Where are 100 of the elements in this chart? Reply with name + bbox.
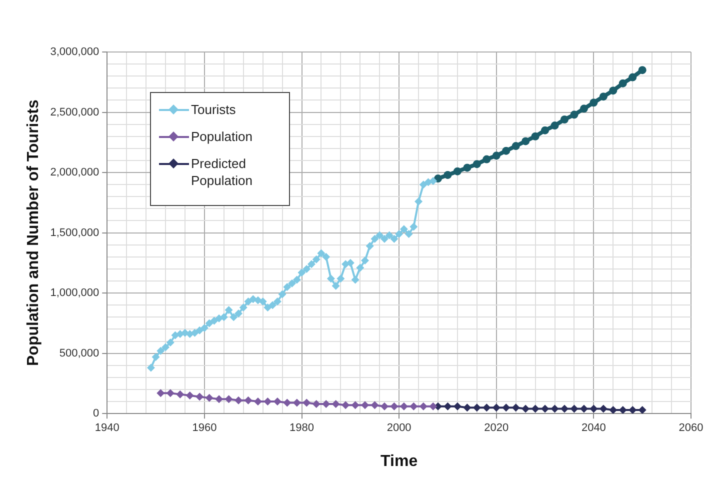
point bbox=[224, 395, 233, 404]
y-tick-label: 1,000,000 bbox=[50, 287, 100, 300]
point bbox=[512, 404, 520, 412]
point bbox=[570, 404, 578, 413]
point bbox=[638, 406, 646, 414]
point bbox=[332, 400, 340, 408]
legend-label: Population bbox=[191, 128, 252, 145]
point bbox=[512, 142, 520, 150]
point bbox=[531, 132, 540, 140]
point bbox=[302, 264, 311, 273]
point bbox=[541, 404, 550, 413]
y-tick-label: 3,000,000 bbox=[50, 46, 100, 58]
point bbox=[234, 310, 243, 318]
point bbox=[404, 230, 413, 238]
point bbox=[264, 398, 272, 406]
point bbox=[390, 402, 398, 410]
point bbox=[361, 401, 370, 410]
point bbox=[385, 231, 394, 240]
point bbox=[166, 338, 174, 346]
point bbox=[224, 306, 233, 314]
point bbox=[336, 274, 345, 283]
point bbox=[463, 404, 472, 412]
point bbox=[580, 104, 588, 113]
point bbox=[156, 389, 165, 398]
point bbox=[162, 343, 170, 352]
point bbox=[152, 352, 160, 361]
point bbox=[590, 98, 598, 107]
point bbox=[210, 316, 218, 325]
point bbox=[351, 401, 360, 410]
point bbox=[292, 276, 301, 284]
point bbox=[376, 231, 384, 240]
point bbox=[370, 401, 379, 410]
point bbox=[502, 146, 510, 155]
point bbox=[560, 404, 568, 413]
point bbox=[541, 126, 550, 134]
point bbox=[492, 404, 500, 412]
y-tick-label: 2,000,000 bbox=[50, 166, 100, 179]
point bbox=[239, 304, 248, 312]
point bbox=[380, 234, 388, 243]
x-axis-title: Time bbox=[380, 452, 418, 470]
x-tick-label: 1960 bbox=[192, 422, 217, 434]
point bbox=[618, 406, 627, 414]
point bbox=[444, 170, 452, 179]
point bbox=[395, 230, 404, 238]
y-tick-label: 1,500,000 bbox=[50, 226, 100, 239]
point bbox=[146, 364, 155, 372]
point bbox=[268, 301, 277, 310]
point bbox=[244, 298, 252, 306]
legend-label: Predicted Population bbox=[191, 155, 254, 189]
point bbox=[628, 73, 637, 82]
point bbox=[278, 290, 286, 298]
point bbox=[332, 282, 340, 290]
point bbox=[205, 319, 214, 328]
point bbox=[302, 398, 311, 407]
x-tick-label: 2000 bbox=[386, 422, 412, 434]
point bbox=[400, 225, 408, 234]
point bbox=[346, 258, 354, 267]
point bbox=[472, 160, 481, 168]
point bbox=[288, 279, 296, 288]
x-tick-label: 1940 bbox=[94, 422, 120, 434]
point bbox=[400, 402, 408, 410]
point bbox=[361, 256, 370, 265]
point bbox=[638, 66, 646, 74]
point bbox=[196, 326, 204, 334]
point bbox=[244, 396, 252, 404]
point bbox=[609, 406, 618, 414]
point bbox=[254, 398, 262, 406]
point bbox=[322, 252, 330, 261]
point bbox=[307, 260, 316, 268]
x-tick-label: 2020 bbox=[484, 422, 509, 434]
point bbox=[292, 398, 301, 407]
point bbox=[390, 234, 398, 243]
point bbox=[472, 404, 481, 412]
point bbox=[502, 404, 510, 412]
point bbox=[200, 324, 208, 332]
point bbox=[190, 328, 199, 337]
y-tick-label: 500,000 bbox=[59, 347, 100, 360]
point bbox=[550, 122, 559, 130]
point bbox=[283, 398, 292, 407]
point bbox=[298, 268, 306, 277]
point bbox=[609, 86, 618, 95]
point bbox=[482, 404, 491, 412]
point bbox=[482, 155, 491, 164]
point bbox=[215, 395, 224, 404]
point bbox=[419, 180, 428, 189]
point bbox=[414, 197, 423, 206]
point bbox=[599, 404, 608, 413]
point bbox=[342, 401, 350, 410]
point bbox=[351, 276, 360, 284]
point bbox=[463, 164, 472, 172]
point bbox=[317, 249, 326, 258]
point bbox=[326, 274, 335, 283]
point bbox=[283, 283, 292, 292]
point bbox=[356, 264, 364, 272]
point bbox=[366, 242, 374, 250]
x-tick-label: 2060 bbox=[678, 422, 704, 434]
point bbox=[522, 137, 530, 146]
point bbox=[560, 116, 568, 124]
point bbox=[205, 394, 214, 402]
point bbox=[258, 298, 267, 306]
